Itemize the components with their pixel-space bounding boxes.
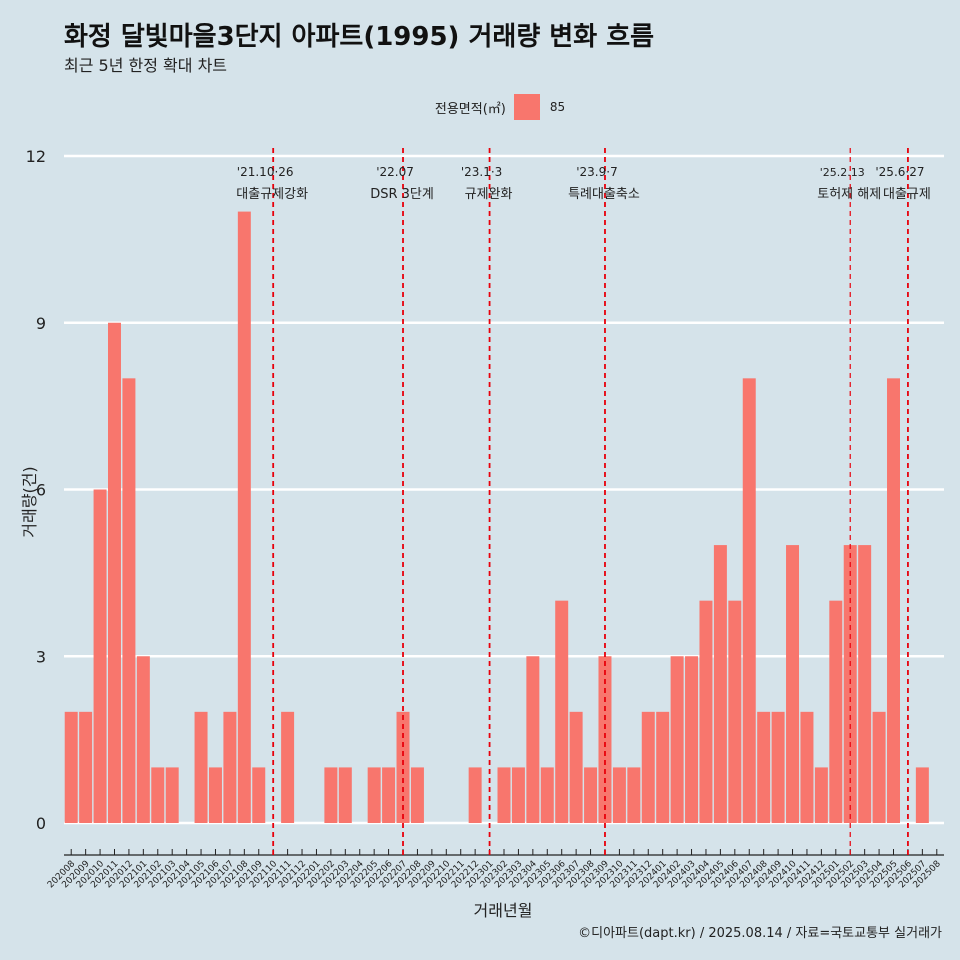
bar bbox=[685, 656, 699, 823]
event-date-label: '23.9·7 bbox=[576, 165, 617, 179]
bar bbox=[872, 711, 886, 823]
legend-item-label: 85 bbox=[549, 100, 566, 114]
event-label: 규제완화 bbox=[465, 187, 513, 202]
bar bbox=[887, 378, 900, 823]
bar bbox=[915, 767, 929, 823]
bar bbox=[497, 767, 511, 823]
bar bbox=[223, 711, 237, 823]
event-date-label: '25.2.13 bbox=[820, 166, 865, 179]
bar bbox=[598, 656, 612, 823]
y-axis-title: 거래량(건) bbox=[20, 466, 39, 538]
bar bbox=[526, 656, 540, 823]
bar bbox=[79, 711, 93, 823]
bar bbox=[829, 600, 843, 823]
event-date-label: '21.10·26 bbox=[237, 165, 294, 179]
bar bbox=[627, 767, 641, 823]
bar bbox=[771, 711, 785, 823]
legend-title: 전용면적(㎡) bbox=[434, 101, 506, 117]
bar bbox=[194, 711, 208, 823]
y-tick-label: 6 bbox=[36, 481, 46, 500]
legend: 전용면적(㎡) 85 bbox=[0, 94, 960, 120]
bar bbox=[800, 711, 814, 823]
bar bbox=[252, 767, 266, 823]
bar bbox=[281, 711, 295, 823]
bar bbox=[208, 767, 222, 823]
bar bbox=[324, 767, 338, 823]
source-caption: ©디아파트(dapt.kr) / 2025.08.14 / 자료=국토교통부 실… bbox=[578, 926, 942, 941]
bar bbox=[569, 711, 583, 823]
bar bbox=[511, 767, 525, 823]
bar bbox=[555, 600, 569, 823]
x-axis-title: 거래년월 bbox=[473, 901, 533, 920]
bar bbox=[151, 767, 165, 823]
y-tick-label: 3 bbox=[36, 647, 46, 666]
bar bbox=[367, 767, 381, 823]
event-date-label: '25.6·27 bbox=[875, 165, 924, 179]
bar bbox=[858, 545, 872, 823]
legend-swatch bbox=[513, 94, 540, 120]
bar bbox=[786, 545, 800, 823]
bar bbox=[338, 767, 352, 823]
bar bbox=[641, 711, 655, 823]
y-tick-label: 0 bbox=[36, 814, 46, 833]
bar bbox=[843, 545, 857, 823]
bar bbox=[699, 600, 713, 823]
bar bbox=[468, 767, 482, 823]
chart-subtitle: 최근 5년 한정 확대 차트 bbox=[64, 56, 228, 75]
bar bbox=[584, 767, 598, 823]
event-label: 대출규제 bbox=[883, 187, 931, 202]
event-date-label: '22.07 bbox=[376, 165, 414, 179]
bar bbox=[713, 545, 727, 823]
bar bbox=[382, 767, 396, 823]
event-label: DSR 3단계 bbox=[370, 187, 434, 202]
bar bbox=[108, 322, 121, 823]
bar bbox=[237, 211, 251, 824]
y-tick-label: 9 bbox=[36, 314, 46, 333]
bar bbox=[122, 378, 136, 823]
bar bbox=[612, 767, 626, 823]
bar bbox=[136, 656, 150, 823]
bar bbox=[64, 711, 78, 823]
bar bbox=[670, 656, 684, 823]
bar bbox=[742, 378, 756, 823]
bar bbox=[165, 767, 179, 823]
bar bbox=[757, 711, 771, 823]
event-date-label: '23.1·3 bbox=[461, 165, 502, 179]
bar bbox=[396, 711, 410, 823]
bar bbox=[410, 767, 424, 823]
chart-title: 화정 달빛마을3단지 아파트(1995) 거래량 변화 흐름 bbox=[64, 22, 655, 52]
bar bbox=[728, 600, 742, 823]
event-label: 특례대출축소 bbox=[568, 187, 640, 202]
y-tick-label: 12 bbox=[26, 147, 46, 166]
bar bbox=[540, 767, 554, 823]
bar bbox=[814, 767, 828, 823]
event-label: 대출규제강화 bbox=[236, 187, 308, 202]
bar bbox=[93, 489, 107, 823]
event-label: 토허제 해제 bbox=[817, 187, 881, 202]
bar bbox=[656, 711, 670, 823]
